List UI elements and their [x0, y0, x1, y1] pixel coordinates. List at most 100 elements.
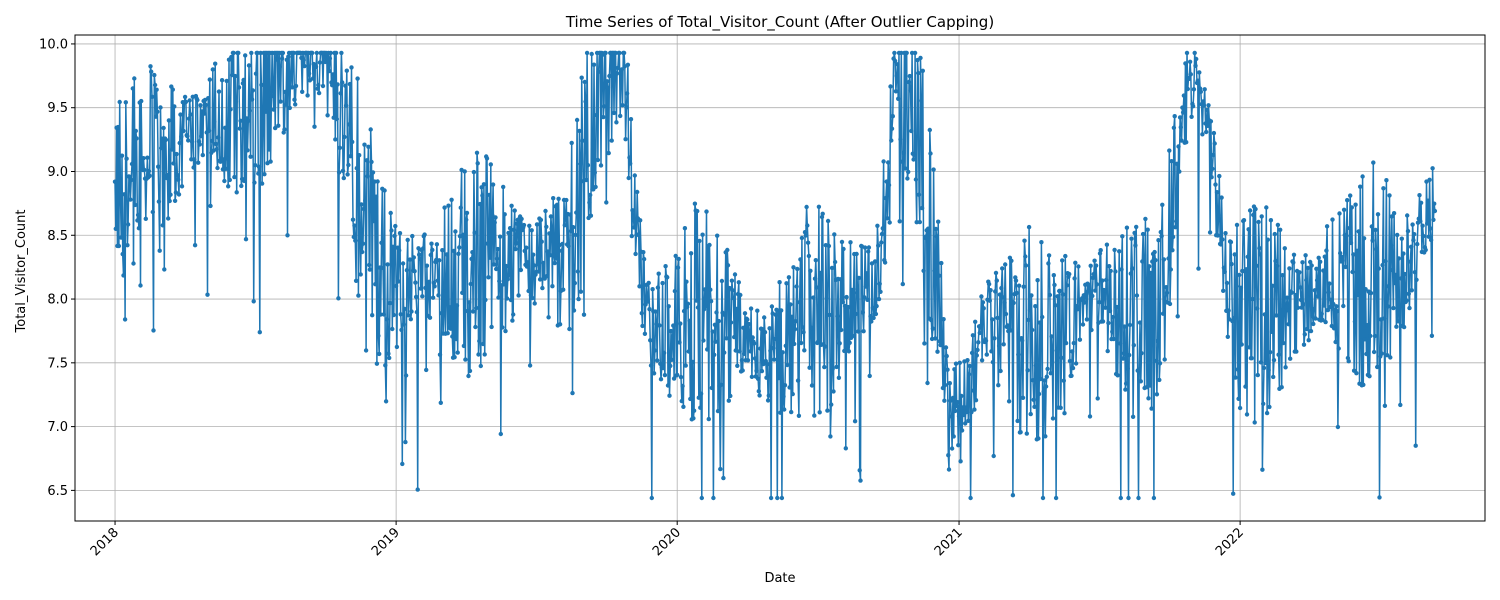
series-point — [389, 228, 394, 233]
series-point — [1003, 311, 1009, 317]
series-point — [1320, 317, 1325, 323]
series-point — [344, 68, 349, 73]
series-point — [650, 287, 655, 292]
series-point — [1315, 294, 1321, 299]
series-point — [1067, 358, 1073, 364]
series-point — [1117, 341, 1123, 346]
series-point — [293, 102, 298, 107]
series-point — [1348, 240, 1354, 246]
series-point — [1356, 229, 1361, 234]
series-point — [698, 405, 703, 410]
series-point — [624, 105, 629, 110]
series-point — [198, 103, 203, 108]
series-point — [764, 375, 769, 380]
series-point — [1040, 495, 1046, 501]
series-point — [1348, 193, 1353, 198]
series-point — [486, 275, 491, 280]
series-point — [1057, 288, 1063, 294]
series-point — [462, 169, 467, 174]
series-point — [933, 336, 938, 341]
series-point — [940, 385, 946, 391]
series-point — [357, 153, 362, 158]
series-point — [712, 322, 718, 327]
series-point — [480, 341, 486, 347]
series-point — [1405, 213, 1410, 218]
series-point — [556, 196, 561, 201]
series-point — [1070, 349, 1075, 354]
series-point — [192, 243, 198, 248]
series-point — [1030, 327, 1035, 333]
series-point — [159, 136, 165, 141]
series-point — [1311, 321, 1316, 327]
series-point — [202, 111, 207, 116]
series-point — [1026, 224, 1032, 230]
series-point — [681, 308, 687, 314]
series-point — [1281, 340, 1286, 346]
series-point — [895, 62, 900, 67]
series-point — [399, 327, 404, 333]
series-point — [214, 147, 219, 152]
series-point — [510, 318, 515, 323]
series-point — [799, 340, 804, 346]
series-point — [1261, 365, 1267, 371]
series-point — [1379, 351, 1385, 356]
series-point — [340, 80, 345, 85]
series-point — [1039, 240, 1044, 245]
series-point — [1418, 200, 1424, 205]
series-point — [1255, 372, 1261, 378]
series-point — [226, 184, 231, 189]
series-point — [732, 334, 737, 340]
series-point — [614, 120, 619, 125]
series-point — [690, 359, 695, 365]
series-point — [1193, 63, 1198, 68]
series-point — [979, 358, 985, 363]
series-point — [450, 334, 455, 339]
series-point — [1421, 233, 1426, 239]
series-point — [830, 366, 835, 371]
series-point — [317, 60, 323, 65]
series-point — [525, 260, 530, 265]
series-point — [1149, 406, 1154, 411]
series-point — [381, 312, 386, 317]
series-point — [1282, 246, 1288, 251]
series-point — [1331, 301, 1336, 307]
series-point — [712, 352, 717, 357]
series-point — [1200, 132, 1205, 137]
series-point — [1180, 110, 1186, 115]
series-point — [206, 128, 212, 133]
series-point — [1128, 271, 1134, 276]
series-point — [1075, 307, 1080, 312]
series-point — [1222, 269, 1227, 274]
series-point — [142, 167, 147, 173]
series-point — [795, 266, 800, 272]
series-point — [521, 222, 527, 228]
series-point — [675, 265, 681, 270]
series-point — [457, 245, 462, 250]
series-point — [543, 208, 548, 214]
series-point — [352, 223, 357, 228]
series-point — [748, 306, 754, 311]
series-point — [464, 210, 470, 216]
series-point — [1415, 241, 1420, 247]
series-point — [772, 357, 777, 362]
series-point — [1361, 236, 1367, 241]
series-point — [350, 217, 356, 222]
series-point — [1284, 295, 1290, 300]
series-point — [1100, 319, 1106, 324]
series-point — [547, 253, 553, 258]
series-point — [860, 310, 865, 315]
series-point — [1118, 495, 1124, 501]
series-point — [1301, 302, 1306, 307]
series-point — [171, 161, 176, 166]
series-point — [312, 124, 317, 129]
series-point — [504, 296, 510, 301]
series-point — [787, 385, 792, 390]
series-point — [1238, 285, 1244, 290]
series-point — [957, 360, 962, 365]
series-point — [1274, 263, 1280, 269]
series-point — [708, 287, 713, 292]
y-tick-label: 8.5 — [47, 229, 68, 244]
series-point — [1372, 333, 1378, 339]
series-point — [579, 75, 584, 80]
series-point — [1375, 212, 1381, 217]
